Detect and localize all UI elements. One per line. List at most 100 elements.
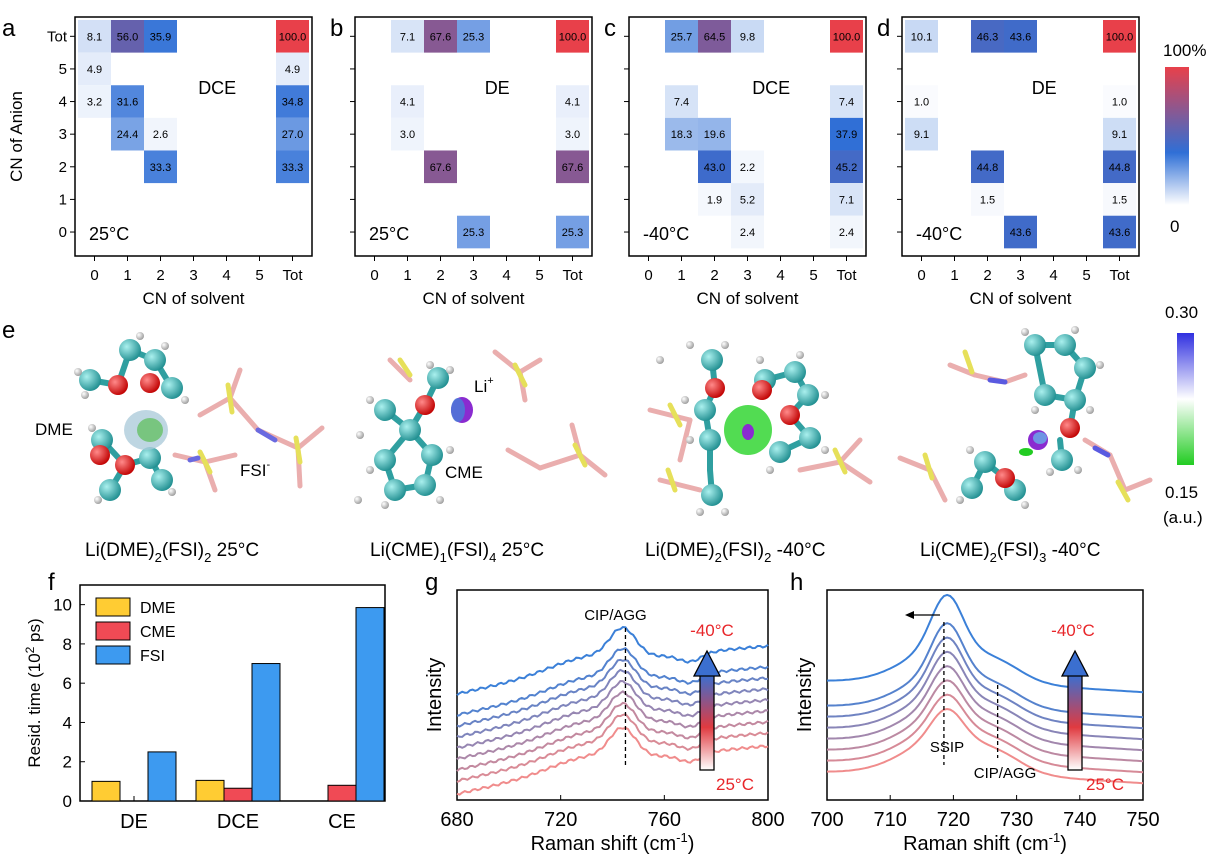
caption-subscript: 3 [1039,550,1046,565]
plot-frame [79,584,386,802]
caption-subscript: 2 [764,550,771,565]
heatmap-cell-label: 45.2 [836,162,857,174]
spectrum-curve [456,679,769,749]
spectrum-curve [456,690,769,761]
heatmap-cell [78,20,111,53]
caption-part: Li(CME) [370,540,440,561]
heatmap-cell-label: 27.0 [282,129,303,141]
heatmap-cell [731,215,764,249]
solvent-label: DCE [752,78,790,98]
x-tick-label: 2 [436,267,444,284]
x-tick-label: 5 [535,267,543,284]
heatmap-cell [830,20,863,53]
bar-fsi [355,607,385,802]
x-tick-label: 0 [90,267,98,284]
spectrum-curve [456,625,769,696]
heatmap-cell [1103,215,1136,249]
heatmap-cell-label: 43.6 [1109,227,1130,239]
heatmap-cell [457,215,490,249]
heatmap-cell-label: 2.4 [740,227,755,239]
heatmap-cell [830,215,863,249]
x-tick-label: DE [120,811,148,833]
heatmap-cell-label: 64.5 [704,31,725,43]
x-axis-label: CN of solvent [142,289,244,308]
legend-swatch-fsi [95,645,131,665]
legend-label-cme: CME [140,624,176,641]
rdg-colorbar-min: 0.15 [1165,483,1198,502]
heatmap-cell-label: 67.6 [562,162,583,174]
heatmap-cell-label: 25.7 [671,31,692,43]
heatmap-cell [698,150,731,184]
x-axis-label: Raman shift (cm-1) [531,830,695,855]
x-tick-label: 710 [874,809,907,831]
heatmap-cell [905,20,938,53]
x-axis-label-text: Raman shift (cm [903,833,1049,855]
heatmap-cell [665,117,698,151]
heatmap-cell-label: 19.6 [704,129,725,141]
temperature-arrow-shaft [699,674,715,771]
x-tick-label: 680 [440,809,473,831]
x-tick-label: 1 [403,267,411,284]
x-tick-label: 720 [937,809,970,831]
heatmap-cell [1103,85,1136,118]
panel-label-a: a [2,15,16,42]
panel-e-captions: Li(DME)2(FSI)2 25°C Li(CME)1(FSI)4 25°C Li… [85,540,1100,565]
heatmap-colorbar-gradient [1165,67,1189,205]
heatmap-cell-label: 46.3 [977,31,998,43]
spectrum-curve [456,701,769,772]
y-tick-label: 6 [63,674,72,693]
heatmap-cell [1004,215,1037,249]
heatmap-cell [391,20,424,53]
heatmap-cell [1103,183,1136,216]
heatmap-cell [971,20,1004,53]
y-axis-label: CN of Anion [7,91,26,182]
heatmap-cell [556,85,589,118]
bar-fsi [251,663,281,802]
heatmap-cell-label: 7.4 [674,97,689,109]
x-tick-label: 2 [156,267,164,284]
heatmap-cell [698,117,731,151]
heatmap-a: 8.1 56.0 35.9 100.0 4.9 4.9 3.2 31.6 34.8 24.4 2.6… [2,15,313,308]
heatmap-cell [556,150,589,184]
heatmap-cell [276,20,309,53]
bar-cme [327,784,357,802]
heatmap-cell [144,150,177,184]
molecule-structure-4 [897,326,1153,509]
caption-subscript: 2 [990,550,997,565]
spectrum-curve [456,668,769,738]
annotation-cip-agg: CIP/AGG [584,607,647,624]
y-tick-label: Tot [47,28,68,45]
heatmap-cell [698,20,731,53]
caption-part: Li(DME) [85,540,155,561]
caption-subscript: 4 [489,550,496,565]
x-tick-label: 0 [370,267,378,284]
molecule-structure-2: Li+ CME [354,349,608,509]
heatmap-cell [78,85,111,118]
bar-dme [91,780,121,802]
panel-g: g 680 720 760 800 Raman shift (cm-1) Intensit… [424,569,785,855]
panel-label-d: d [877,15,890,42]
caption-part: 25°C [211,540,259,561]
caption-subscript: 2 [715,550,722,565]
y-tick-label: 8 [63,635,72,654]
heatmap-cell-label: 33.3 [282,162,303,174]
caption-part: -40°C [1046,540,1100,561]
y-tick-label: 0 [59,224,67,241]
x-tick-label: 730 [1000,809,1033,831]
heatmap-cell [731,183,764,216]
heatmap-cell-label: 43.0 [704,162,725,174]
heatmap-cell-label: 1.9 [707,194,722,206]
temperature-label: 25°C [89,224,129,244]
legend-swatch-cme [95,621,131,641]
legend-swatch-dme [95,597,131,617]
spectrum-curve [826,636,1144,730]
y-tick-label: 3 [59,126,67,143]
heatmap-cell [457,20,490,53]
y-tick-label: 4 [59,94,67,111]
heatmap-cell [111,20,144,53]
y-axis-label: Intensity [794,658,816,732]
y-axis-label-end: ps) [25,618,44,646]
heatmap-cell-label: 34.8 [282,97,303,109]
heatmap-cell-label: 24.4 [117,129,138,141]
x-axis-label: Raman shift (cm-1) [903,830,1067,855]
